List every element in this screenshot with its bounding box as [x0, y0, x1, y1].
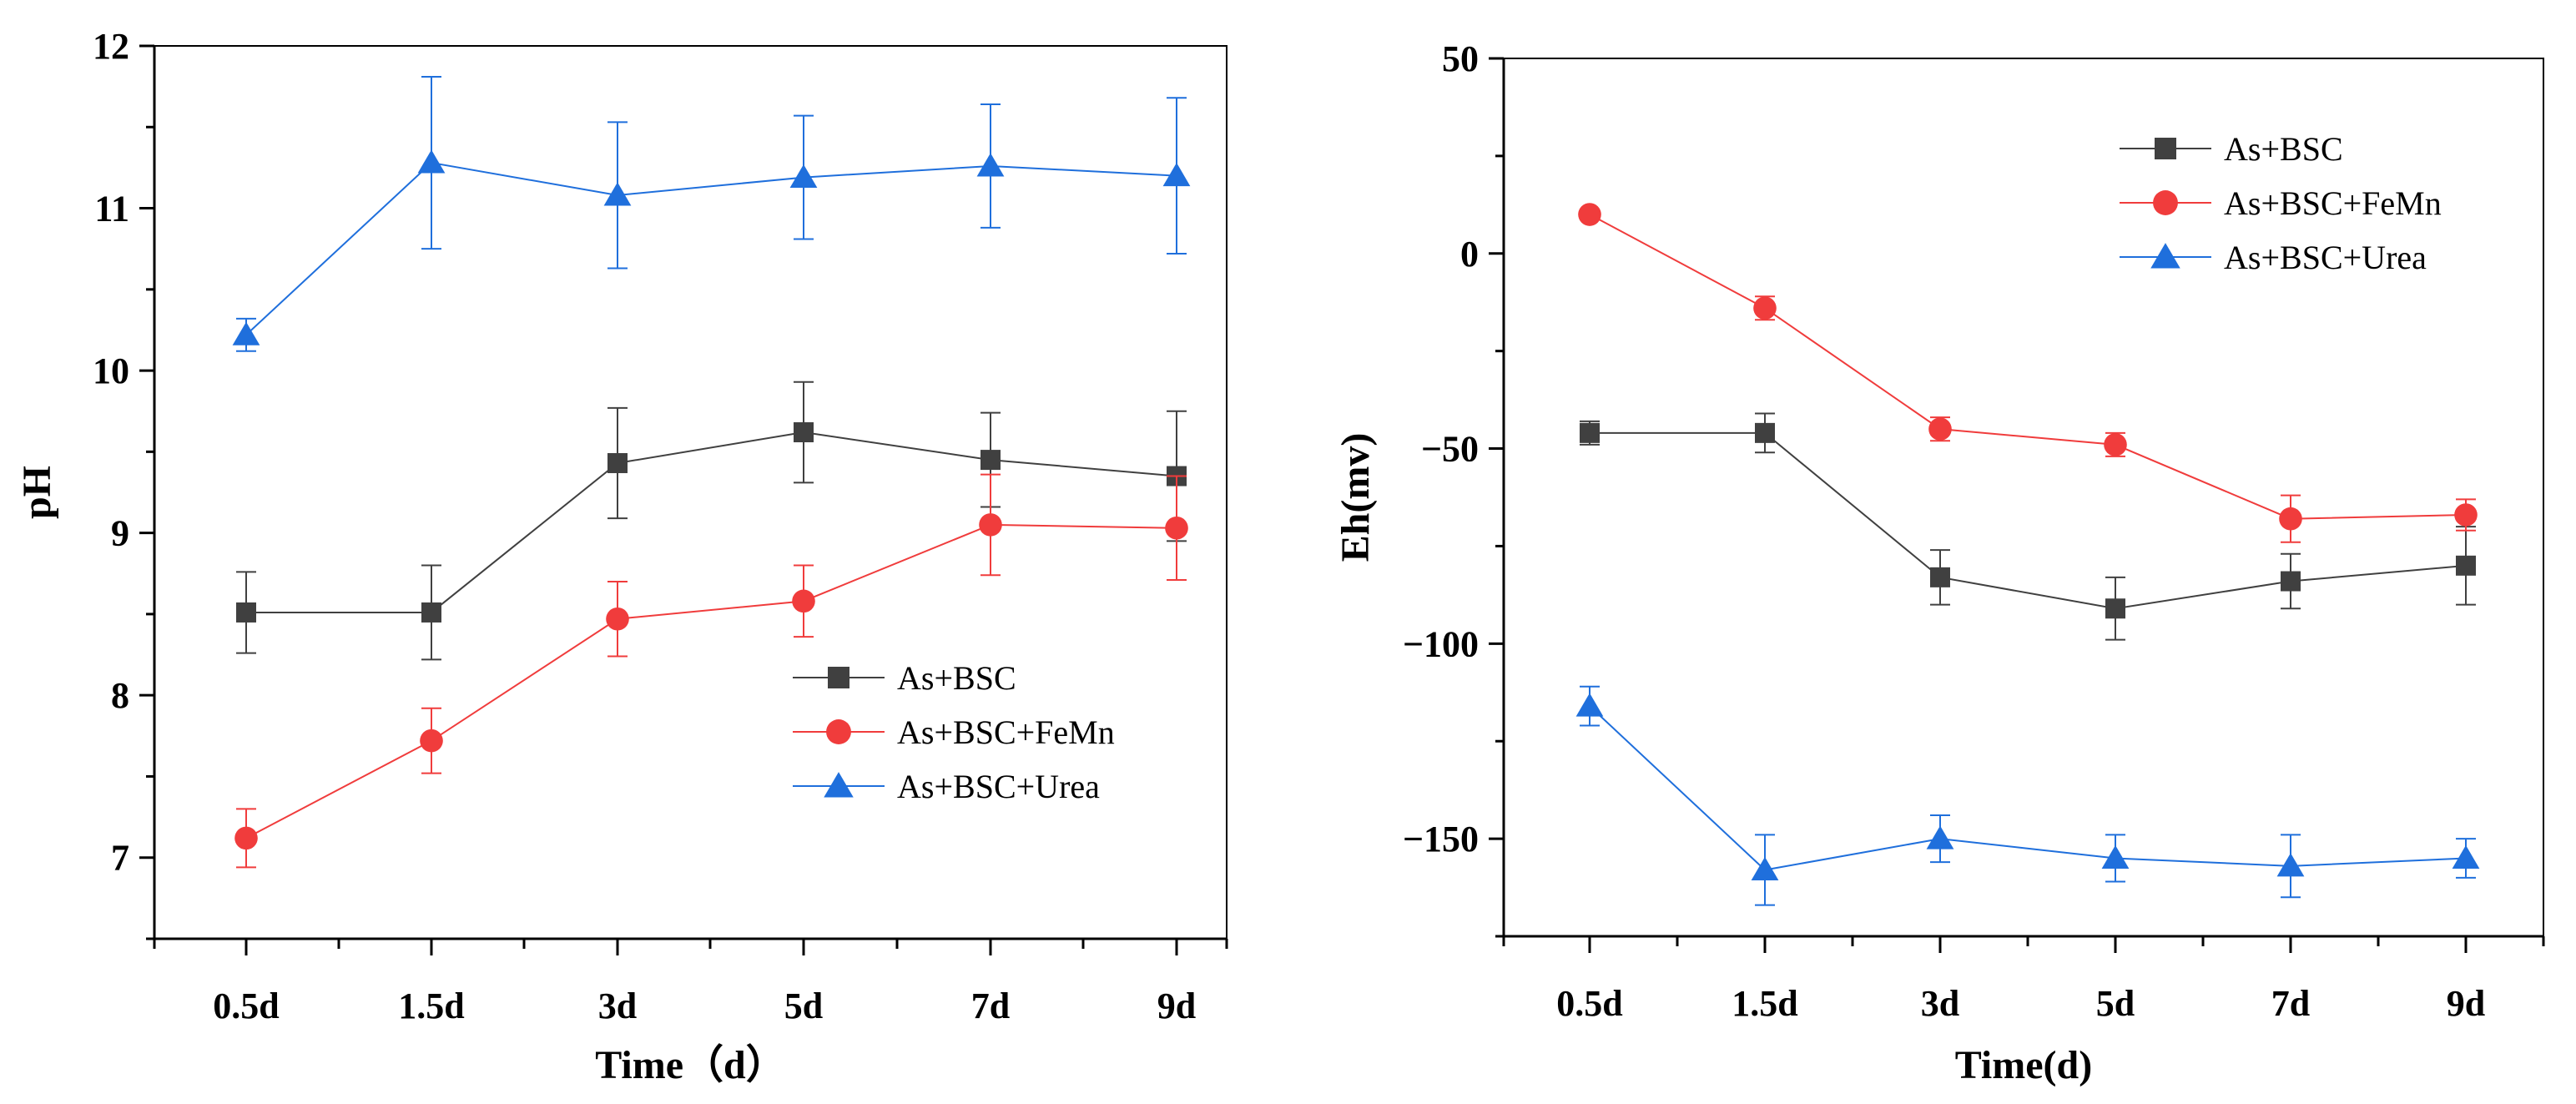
data-point — [1162, 163, 1191, 187]
x-tick-label: 0.5d — [213, 986, 279, 1026]
y-tick-label: 7 — [111, 838, 129, 879]
x-tick-label: 5d — [784, 986, 823, 1026]
series-line — [246, 431, 1177, 613]
series-line — [1589, 214, 2467, 520]
series-line — [245, 162, 1177, 336]
data-point — [1580, 422, 1600, 443]
data-point — [1575, 693, 1604, 717]
x-tick-label: 5d — [2096, 983, 2135, 1024]
y-axis-title: Eh(mv) — [1333, 433, 1378, 562]
legend: As+BSC As+BSC+FeMn As+BSC+Urea — [793, 659, 1115, 805]
series-0 — [1580, 412, 2476, 641]
series-1 — [1578, 203, 2478, 543]
legend-label: As+BSC+FeMn — [2224, 184, 2442, 222]
legend: As+BSC As+BSC+FeMn As+BSC+Urea — [2120, 130, 2442, 276]
data-point — [1930, 567, 1950, 587]
data-point — [2104, 433, 2127, 456]
data-point — [236, 602, 256, 623]
data-point — [1578, 203, 1601, 226]
data-point — [2454, 503, 2478, 527]
series-1 — [234, 473, 1188, 869]
x-axis-title: Time（d） — [595, 1043, 785, 1087]
data-point — [979, 513, 1002, 537]
y-tick-label: 12 — [93, 26, 129, 67]
x-tick-label: 9d — [1157, 986, 1196, 1026]
legend-label: As+BSC — [897, 659, 1016, 697]
legend-label: As+BSC+Urea — [2224, 239, 2427, 276]
chart-panel-right: −150 −100 −50 0 50 0.5d 1.5d 3d 5d 7d 9d Time(d) Eh(… — [1333, 38, 2545, 1087]
legend-marker — [2153, 190, 2178, 215]
legend-marker — [824, 772, 854, 798]
x-tick-label: 0.5d — [1556, 983, 1622, 1024]
data-point — [976, 153, 1005, 177]
legend-marker — [826, 719, 851, 744]
series-line — [1590, 431, 2467, 610]
legend-label: As+BSC — [2224, 130, 2343, 168]
data-point — [2279, 507, 2302, 531]
y-axis-title: pH — [15, 466, 59, 519]
data-point — [2105, 598, 2125, 619]
x-axis-title: Time(d) — [1955, 1043, 2092, 1087]
series-line — [245, 523, 1177, 839]
data-point — [2101, 844, 2130, 869]
data-point — [2456, 555, 2476, 576]
series-0 — [236, 381, 1187, 661]
y-tick-label: −50 — [1421, 429, 1479, 470]
data-point — [1755, 422, 1775, 443]
data-point — [1928, 417, 1952, 441]
data-point — [980, 450, 1001, 471]
legend-marker — [2150, 243, 2180, 269]
legend-label: As+BSC+Urea — [897, 768, 1100, 805]
x-tick-label: 3d — [1921, 983, 1959, 1024]
data-point — [603, 182, 632, 206]
data-point — [2452, 844, 2480, 869]
legend-label: As+BSC+FeMn — [897, 713, 1115, 751]
series-2 — [1575, 685, 2480, 906]
y-tick-label: −100 — [1403, 623, 1479, 664]
y-tick-label: 11 — [94, 189, 129, 229]
y-tick-label: 0 — [1460, 234, 1479, 275]
y-tick-label: 10 — [93, 350, 129, 391]
data-point — [607, 452, 628, 473]
x-tick-label: 7d — [971, 986, 1010, 1026]
data-point — [2276, 853, 2305, 877]
x-tick-label: 9d — [2447, 983, 2485, 1024]
data-point — [1753, 296, 1777, 320]
legend-marker — [2155, 138, 2176, 159]
x-tick-label: 3d — [598, 986, 637, 1026]
y-tick-label: 50 — [1442, 38, 1479, 79]
chart-panel-left: 7 8 9 10 11 12 0.5d 1.5d 3d 5d 7d 9d Time（d） pH As+BSC… — [15, 26, 1228, 1087]
series-line — [1589, 705, 2467, 871]
y-tick-label: −150 — [1403, 819, 1479, 860]
x-tick-label: 1.5d — [1732, 983, 1797, 1024]
data-point — [417, 149, 446, 174]
data-point — [794, 422, 814, 443]
data-point — [2281, 571, 2301, 592]
y-tick-label: 8 — [111, 675, 129, 716]
x-tick-label: 1.5d — [398, 986, 464, 1026]
data-point — [421, 602, 441, 623]
data-point — [232, 321, 260, 345]
data-point — [420, 728, 443, 753]
data-point — [789, 164, 818, 189]
data-point — [606, 607, 629, 631]
legend-marker — [828, 667, 849, 688]
data-point — [234, 826, 258, 850]
data-point — [1926, 825, 1954, 849]
data-point — [1165, 517, 1188, 540]
series-2 — [232, 75, 1191, 352]
x-tick-label: 7d — [2271, 983, 2310, 1024]
data-point — [792, 589, 815, 613]
y-tick-label: 9 — [111, 513, 129, 554]
data-point — [1751, 856, 1779, 880]
